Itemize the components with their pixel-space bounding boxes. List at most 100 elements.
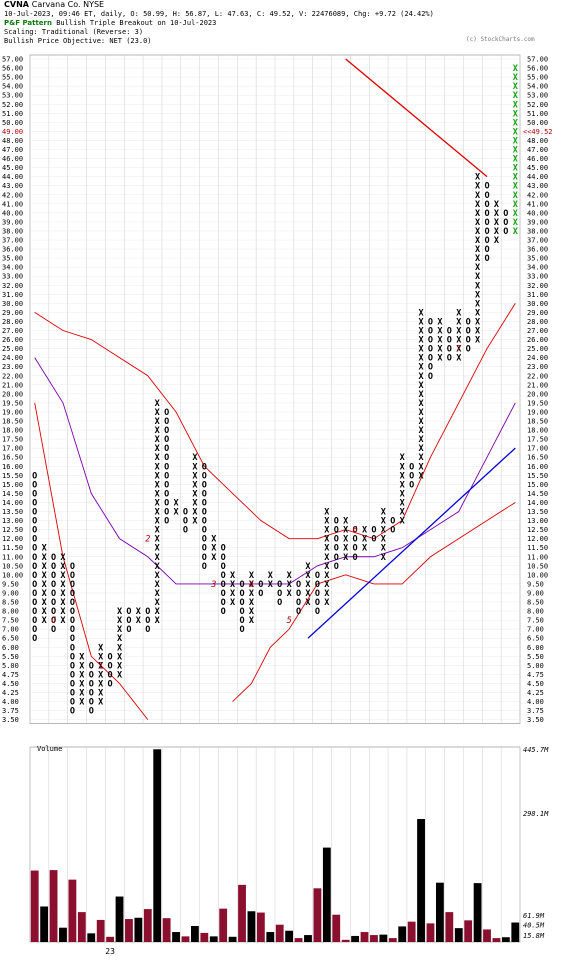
x-box: X xyxy=(513,173,518,183)
o-box: O xyxy=(32,634,37,644)
o-box: O xyxy=(484,236,489,246)
o-box: O xyxy=(296,580,301,590)
x-box: X xyxy=(305,598,310,608)
x-box: X xyxy=(173,508,178,518)
x-box: X xyxy=(324,598,329,608)
price-tick-label: 4.25 xyxy=(2,689,19,697)
x-box: X xyxy=(475,317,480,327)
x-box: X xyxy=(418,336,423,346)
x-box: X xyxy=(475,173,480,183)
chart-symbol: CVNA Carvana Co. NYSE xyxy=(4,1,104,9)
x-box: X xyxy=(456,336,461,346)
price-tick-label: 15.00 xyxy=(2,481,23,489)
x-box: X xyxy=(155,489,160,499)
volume-bar xyxy=(30,870,39,942)
o-box: O xyxy=(202,508,207,518)
price-tick-label: 6.50 xyxy=(527,635,544,643)
x-box: X xyxy=(42,580,47,590)
o-box: O xyxy=(32,508,37,518)
volume-bar xyxy=(426,923,435,942)
x-box: X xyxy=(513,200,518,210)
price-tick-label: 7.50 xyxy=(2,617,19,625)
month-marker: 6 xyxy=(353,526,358,536)
x-box: X xyxy=(456,308,461,318)
o-box: O xyxy=(202,553,207,563)
x-box: X xyxy=(155,480,160,490)
o-box: O xyxy=(202,498,207,508)
price-tick-label: 5.50 xyxy=(527,653,544,661)
o-box: O xyxy=(70,571,75,581)
x-box: X xyxy=(418,444,423,454)
x-box: X xyxy=(343,517,348,527)
o-box: O xyxy=(258,589,263,599)
price-tick-label: 37.00 xyxy=(527,237,548,245)
price-tick-label: 5.00 xyxy=(527,662,544,670)
x-box: X xyxy=(155,562,160,572)
price-tick-label: 40.00 xyxy=(527,209,548,217)
price-tick-label: 25.00 xyxy=(2,345,23,353)
price-tick-label: 19.00 xyxy=(527,408,548,416)
x-box: X xyxy=(155,553,160,563)
o-box: O xyxy=(51,607,56,617)
x-box: X xyxy=(79,679,84,689)
x-box: X xyxy=(42,589,47,599)
x-box: X xyxy=(475,281,480,291)
x-box: X xyxy=(475,209,480,219)
o-box: O xyxy=(70,679,75,689)
price-tick-label: 34.00 xyxy=(2,264,23,272)
x-box: X xyxy=(155,598,160,608)
x-box: X xyxy=(513,109,518,119)
o-box: O xyxy=(334,526,339,536)
o-box: O xyxy=(32,598,37,608)
volume-bar xyxy=(341,939,350,942)
o-box: O xyxy=(164,453,169,463)
x-box: X xyxy=(324,553,329,563)
x-box: X xyxy=(117,652,122,662)
price-tick-label: 10.50 xyxy=(527,562,548,570)
o-box: O xyxy=(447,336,452,346)
x-box: X xyxy=(418,390,423,400)
x-box: X xyxy=(437,345,442,355)
price-tick-label: 36.00 xyxy=(2,246,23,254)
o-box: O xyxy=(70,707,75,717)
x-box: X xyxy=(192,498,197,508)
o-box: O xyxy=(447,354,452,364)
price-tick-label: 8.00 xyxy=(2,608,19,616)
x-box: X xyxy=(513,64,518,74)
price-tick-label: 23.00 xyxy=(2,363,23,371)
o-box: O xyxy=(70,562,75,572)
x-box: X xyxy=(513,118,518,128)
x-box: X xyxy=(513,82,518,92)
o-box: O xyxy=(32,471,37,481)
o-box: O xyxy=(70,652,75,662)
x-box: X xyxy=(98,661,103,671)
o-box: O xyxy=(503,227,508,237)
volume-tick-label: 298.1M xyxy=(523,810,549,818)
volume-bar xyxy=(106,936,115,942)
price-tick-label: 6.00 xyxy=(527,644,544,652)
o-box: O xyxy=(183,526,188,536)
price-tick-label: 15.50 xyxy=(2,472,23,480)
price-tick-label: 8.50 xyxy=(527,599,544,607)
price-tick-label: 53.00 xyxy=(2,92,23,100)
o-box: O xyxy=(32,571,37,581)
x-box: X xyxy=(117,625,122,635)
x-box: X xyxy=(60,571,65,581)
volume-bar xyxy=(351,935,360,942)
price-tick-label: 50.00 xyxy=(2,119,23,127)
x-box: X xyxy=(98,679,103,689)
x-box: X xyxy=(362,535,367,545)
o-box: O xyxy=(51,571,56,581)
overlay-line xyxy=(34,303,516,540)
price-tick-label: 33.00 xyxy=(2,273,23,281)
o-box: O xyxy=(89,707,94,717)
volume-bar xyxy=(322,847,331,942)
o-box: O xyxy=(371,526,376,536)
x-box: X xyxy=(513,100,518,110)
x-box: X xyxy=(60,616,65,626)
price-tick-label: 17.00 xyxy=(2,445,23,453)
o-box: O xyxy=(239,589,244,599)
o-box: O xyxy=(466,336,471,346)
